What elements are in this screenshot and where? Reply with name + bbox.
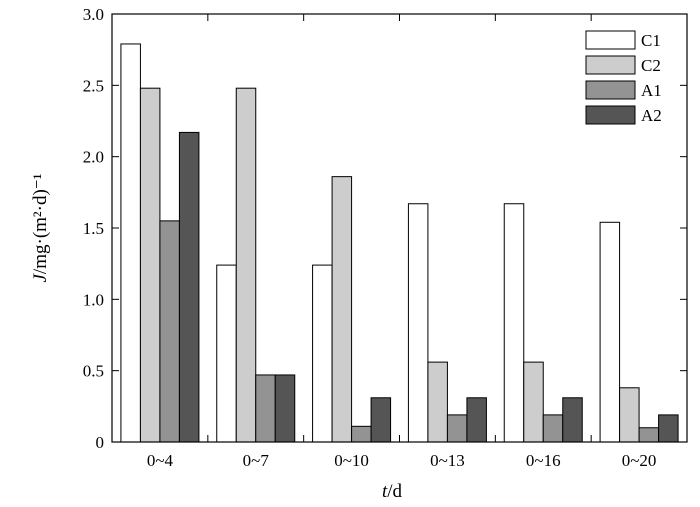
bar-a1-0 — [159, 220, 180, 443]
bar-c2-5 — [619, 387, 640, 443]
bar-a2-5 — [658, 414, 679, 443]
bar-a2-3 — [466, 397, 487, 443]
bar-c1-2 — [312, 264, 333, 443]
x-tick-label: 0~4 — [147, 451, 174, 470]
bar-a1-1 — [255, 374, 276, 443]
bar-c2-1 — [235, 87, 257, 443]
y-tick-label: 0.5 — [83, 362, 104, 381]
x-tick-label: 0~20 — [622, 451, 657, 470]
y-axis-label: J/mg·(m²·d)⁻¹ — [30, 173, 51, 282]
bar-a1-2 — [351, 425, 372, 443]
bar-c2-4 — [523, 361, 544, 443]
legend-swatch-a2 — [585, 105, 636, 125]
bar-a2-1 — [274, 374, 296, 443]
y-tick-label: 1.0 — [83, 290, 104, 309]
bar-a1-4 — [542, 414, 564, 443]
legend-label-a2: A2 — [641, 106, 662, 125]
bar-a1-5 — [638, 427, 660, 443]
bar-c1-5 — [599, 221, 621, 443]
bar-c2-0 — [139, 87, 161, 443]
y-tick-label: 0 — [96, 433, 105, 452]
x-tick-label: 0~10 — [334, 451, 369, 470]
x-axis-ticks: 0~4 0~7 0~10 0~13 0~16 0~20 — [147, 14, 657, 470]
y-tick-label: 2.0 — [83, 148, 104, 167]
x-axis-label: t/d — [382, 481, 403, 502]
x-tick-label: 0~7 — [243, 451, 270, 470]
legend-label-c1: C1 — [641, 31, 661, 50]
legend-swatch-c2 — [585, 55, 636, 75]
bar-a2-2 — [370, 397, 392, 443]
bar-c2-3 — [427, 361, 448, 443]
y-tick-label: 3.0 — [83, 5, 104, 24]
bar-a2-0 — [178, 131, 200, 443]
legend-label-c2: C2 — [641, 56, 661, 75]
legend-label-a1: A1 — [641, 81, 662, 100]
x-tick-label: 0~16 — [526, 451, 561, 470]
legend-swatch-c1 — [585, 30, 636, 50]
bar-a1-3 — [446, 414, 468, 443]
bar-c2-2 — [331, 176, 353, 443]
y-tick-label: 2.5 — [83, 76, 104, 95]
bar-c1-4 — [503, 203, 525, 443]
bars — [120, 43, 679, 443]
bar-c1-1 — [216, 264, 237, 443]
bar-c1-0 — [120, 43, 141, 443]
y-tick-label: 1.5 — [83, 219, 104, 238]
plot-frame — [111, 13, 688, 443]
legend: C1 C2 A1 A2 — [585, 30, 662, 125]
y-axis-ticks: 0 0.5 1.0 1.5 2.0 2.5 3.0 — [83, 5, 687, 452]
x-tick-label: 0~13 — [430, 451, 465, 470]
legend-swatch-a1 — [585, 80, 636, 100]
bar-a2-4 — [562, 397, 583, 443]
bar-c1-3 — [407, 203, 429, 443]
